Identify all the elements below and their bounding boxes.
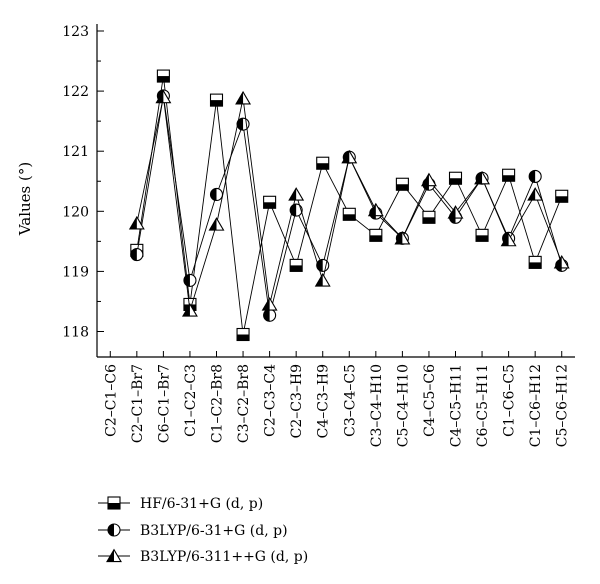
triangle-marker [500, 232, 517, 247]
y-tick-label: 121 [62, 144, 89, 160]
square-marker [236, 327, 250, 342]
x-tick-label: C5–C6–H12 [555, 364, 571, 447]
triangle-marker-legend [106, 548, 122, 563]
x-tick-label: C6–C5–H11 [475, 364, 491, 447]
x-tick-label: C3–C2–Br8 [236, 364, 252, 443]
square-marker [475, 228, 489, 242]
legend-item: B3LYP/6-31+G (d, p) [98, 523, 288, 539]
series-line [136, 76, 563, 335]
square-marker [289, 258, 303, 272]
series-line [136, 97, 563, 311]
triangle-marker [474, 170, 491, 185]
circle-marker-legend [107, 523, 121, 537]
square-marker [555, 189, 569, 203]
triangle-marker [181, 303, 198, 317]
square-marker [156, 69, 170, 83]
x-tick-label: C2–C3–H9 [289, 364, 305, 438]
series-square [130, 69, 569, 342]
square-marker [263, 195, 277, 209]
y-tick-label: 122 [62, 84, 89, 100]
series-circle [130, 89, 569, 322]
triangle-marker [420, 172, 437, 187]
x-tick-label: C4–C3–H9 [316, 364, 332, 438]
legend-item: HF/6-31+G (d, p) [98, 496, 263, 512]
square-marker [395, 177, 409, 191]
triangle-marker [447, 205, 464, 219]
legend-label: HF/6-31+G (d, p) [140, 496, 263, 512]
square-marker [502, 168, 516, 182]
y-axis-label: Values (°) [16, 162, 34, 236]
triangle-marker [341, 149, 358, 164]
circle-marker [528, 169, 542, 183]
triangle-marker [394, 230, 411, 245]
x-tick-label: C4–C5–H11 [449, 364, 465, 447]
legend: HF/6-31+G (d, p) B3LYP/6-31+G (d, p) B3LYP… [98, 496, 308, 565]
square-marker [209, 93, 224, 107]
series-line [136, 95, 563, 316]
x-tick-label: C2–C1–Br7 [130, 364, 146, 443]
square-marker [422, 210, 436, 224]
series-layer [128, 69, 570, 342]
triangle-marker [553, 255, 570, 269]
square-marker-legend [107, 496, 121, 510]
y-tick-label: 120 [62, 204, 89, 220]
x-tick-label: C3–C4–C5 [342, 364, 358, 437]
x-tick-label: C2–C1–C6 [103, 364, 119, 437]
square-marker [316, 156, 330, 170]
x-tick-label: C4–C5–C6 [422, 364, 438, 437]
legend-item: B3LYP/6-311++G (d, p) [98, 548, 308, 565]
y-tick-label: 123 [62, 24, 89, 40]
circle-marker [209, 187, 224, 202]
circle-marker [263, 308, 277, 322]
triangle-marker [235, 90, 252, 105]
series-triangle [128, 89, 570, 317]
square-marker [448, 171, 463, 185]
triangle-marker [314, 273, 331, 287]
x-tick-label: C2–C3–C4 [263, 364, 279, 437]
x-tick-label: C5–C4–H10 [395, 364, 411, 447]
legend-label: B3LYP/6-31+G (d, p) [140, 523, 288, 539]
x-tick-label: C1–C6–C5 [502, 364, 518, 437]
triangle-marker [288, 187, 305, 201]
axes: 118 119 120 121 122 123 Values (°) C2–C1–C6 C2–C… [16, 24, 575, 447]
square-marker [342, 207, 356, 221]
triangle-marker [128, 215, 145, 230]
y-tick-label: 119 [62, 264, 89, 280]
x-tick-label: C3–C4–H10 [369, 364, 385, 447]
x-tick-label: C1–C2–Br8 [210, 364, 226, 443]
y-tick-label: 118 [62, 325, 89, 341]
triangle-marker [208, 217, 225, 231]
triangle-marker [261, 297, 278, 311]
circle-marker [130, 248, 144, 262]
x-tick-label: C1–C6–H12 [528, 364, 544, 447]
triangle-marker [527, 187, 544, 201]
x-tick-label: C6–C1–Br7 [156, 364, 172, 443]
legend-label: B3LYP/6-311++G (d, p) [140, 549, 308, 565]
triangle-marker [367, 202, 384, 217]
triangle-marker [155, 89, 172, 104]
x-tick-label: C1–C2–C3 [183, 364, 199, 437]
square-marker [528, 255, 542, 269]
square-marker [369, 228, 383, 242]
